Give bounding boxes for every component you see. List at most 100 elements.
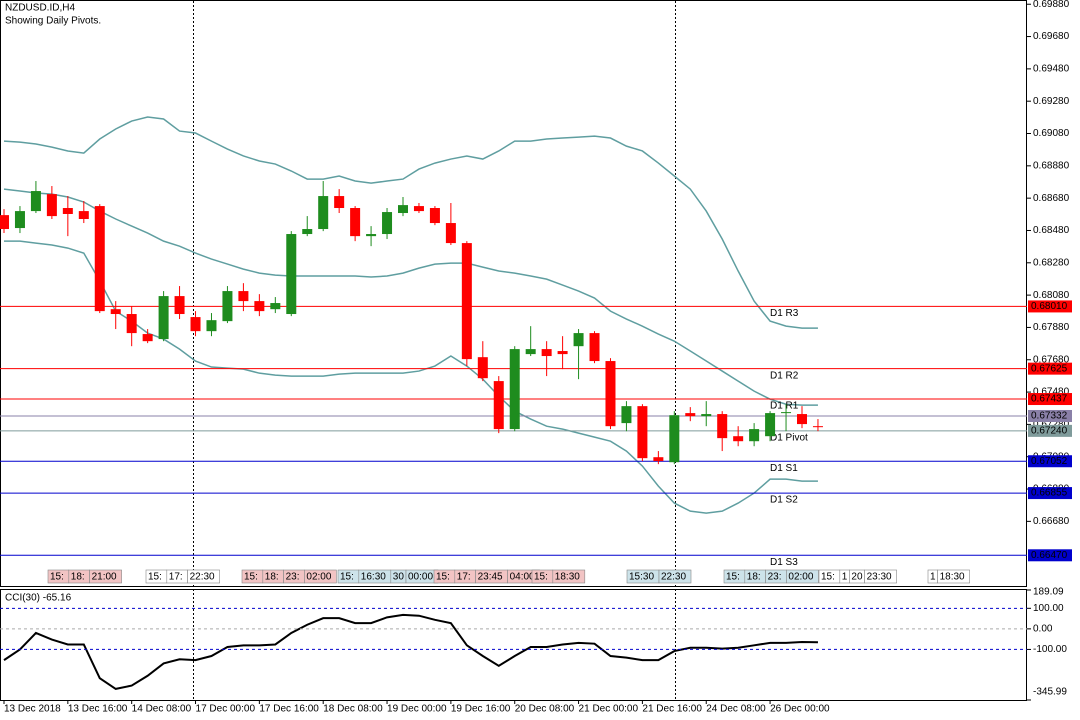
session-label: 15: [534, 572, 548, 583]
session-label: 23:30 [867, 572, 892, 583]
session-label: 15: [436, 572, 450, 583]
candle-body [62, 208, 73, 214]
pivot-name: D1 R2 [770, 370, 799, 381]
candle-body [382, 212, 393, 235]
session-label: 15: [340, 572, 354, 583]
candle-body [557, 351, 568, 355]
candle-body [685, 413, 696, 417]
candle-body [573, 333, 584, 347]
price-label-box [1028, 549, 1072, 562]
pivot-name: D1 R3 [770, 308, 799, 319]
candle-body [733, 436, 744, 442]
session-label: 02:00 [306, 572, 331, 583]
x-tick-label: 21 Dec 16:00 [642, 704, 702, 715]
y-tick-label: 0.69480 [1033, 64, 1070, 75]
y-tick-label: 0.66680 [1033, 516, 1070, 527]
price-label-box [1028, 424, 1072, 437]
session-label: 17: [457, 572, 471, 583]
candle-body [350, 208, 361, 237]
session-label: 23: [286, 572, 300, 583]
candle-body [797, 414, 807, 425]
y-tick-label: 100.00 [1033, 603, 1064, 614]
cci-title: CCI(30) -65.16 [5, 593, 72, 604]
candle-body [46, 194, 57, 217]
session-label: 15: [726, 572, 740, 583]
y-tick-label: 0.69280 [1033, 96, 1070, 107]
pivot-price-label: 0.66470 [1031, 550, 1068, 561]
candle-body [477, 357, 488, 379]
session-label: 21:00 [92, 572, 117, 583]
candle-body [222, 291, 233, 322]
y-tick-label: 0.68080 [1033, 290, 1070, 301]
candle-body [30, 191, 41, 212]
chart-subtitle: Showing Daily Pivots. [5, 16, 101, 27]
candle-body [270, 303, 281, 310]
candle-body [781, 412, 792, 414]
x-tick-label: 13 Dec 16:00 [68, 704, 128, 715]
y-tick-label: 0.69080 [1033, 128, 1070, 139]
pivot-name: D1 Pivot [770, 433, 808, 444]
band-line [3, 116, 818, 329]
candle-body [541, 349, 552, 357]
session-label: 15: [244, 572, 258, 583]
session-label: 1 [930, 572, 936, 583]
session-box [187, 569, 220, 584]
session-box [864, 569, 897, 584]
y-tick-label: 0.67280 [1033, 419, 1070, 430]
candle-body [812, 426, 823, 428]
session-label: 15: [821, 572, 835, 583]
y-tick-label: -345.99 [1033, 687, 1067, 698]
pivot-price-label: 0.67052 [1031, 456, 1068, 467]
x-tick-label: 17 Dec 16:00 [259, 704, 319, 715]
candle-body [78, 211, 89, 220]
session-label: 15:30 [629, 572, 654, 583]
y-tick-label: 0.68480 [1033, 225, 1070, 236]
y-tick-label: 0.00 [1033, 624, 1053, 635]
session-box [552, 569, 586, 584]
cci-panel [0, 589, 1027, 701]
session-label: 18: [747, 572, 761, 583]
candle-body [398, 205, 408, 214]
candle-body [94, 206, 105, 312]
session-label: 23: [768, 572, 782, 583]
cci-line [3, 613, 818, 690]
pivot-price-label: 0.67240 [1031, 426, 1068, 437]
candle-body [621, 406, 632, 424]
candle-body [701, 414, 712, 417]
session-label: 02:00 [788, 572, 813, 583]
candle-body [493, 381, 504, 430]
candle-body [429, 208, 440, 224]
session-label: 15: [148, 572, 162, 583]
session-label: 16:30 [361, 572, 386, 583]
session-label: 15: [50, 572, 64, 583]
session-label: 18:30 [940, 572, 965, 583]
session-label: 00:00 [408, 572, 433, 583]
y-tick-label: 0.68280 [1033, 257, 1070, 268]
x-tick-label: 19 Dec 16:00 [451, 704, 511, 715]
session-label: 04:00 [510, 572, 535, 583]
x-tick-label: 24 Dec 08:00 [706, 704, 766, 715]
price-label-box [1028, 300, 1072, 313]
y-tick-label: 0.67480 [1033, 387, 1070, 398]
y-tick-label: 0.67880 [1033, 322, 1070, 333]
session-label: 17: [169, 572, 183, 583]
band-line [3, 188, 818, 406]
x-tick-label: 20 Dec 08:00 [515, 704, 575, 715]
candle-body [366, 234, 377, 237]
session-label: 22:30 [661, 572, 686, 583]
y-tick-label: 0.68680 [1033, 193, 1070, 204]
candle-body [413, 206, 424, 212]
candle-body [509, 349, 520, 430]
price-label-box [1028, 455, 1072, 468]
candle-body [749, 429, 760, 442]
price-label-box [1028, 409, 1072, 422]
session-label: 30 [393, 572, 405, 583]
x-tick-label: 21 Dec 00:00 [579, 704, 639, 715]
pivot-name: D1 S2 [770, 495, 798, 506]
candle-body [525, 349, 536, 355]
x-tick-label: 26 Dec 00:00 [770, 704, 830, 715]
pivot-name: D1 S3 [770, 557, 798, 568]
candle-body [637, 406, 648, 459]
pivot-name: D1 S1 [770, 463, 798, 474]
